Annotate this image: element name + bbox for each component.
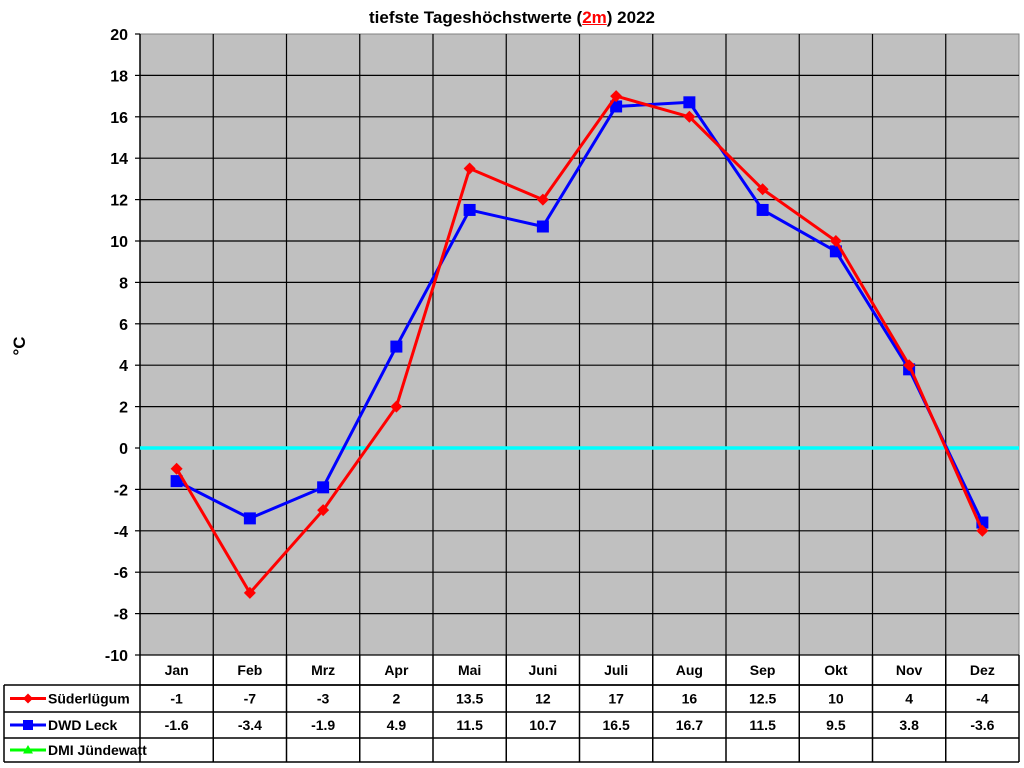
diamond-marker <box>683 110 696 123</box>
y-tick-label: -4 <box>114 524 128 541</box>
series-line <box>175 100 984 524</box>
table-cell-value: 4.9 <box>387 717 407 733</box>
title-prefix: tiefste Tageshöchstwerte ( <box>369 8 583 27</box>
table-cell-value: 13.5 <box>456 691 483 707</box>
x-category-label: Mrz <box>311 662 335 678</box>
gridlines <box>140 34 1019 656</box>
x-category-label: Juni <box>528 662 557 678</box>
table-cell-value: 4 <box>905 691 913 707</box>
y-tick-label: 12 <box>110 193 128 210</box>
diamond-marker <box>610 90 623 103</box>
y-tick-label: 16 <box>110 110 128 127</box>
table-cell-value: 10 <box>828 691 844 707</box>
y-tick-label: 8 <box>119 275 128 292</box>
x-category-label: Okt <box>824 662 848 678</box>
table-cell-value: -3.4 <box>238 717 262 733</box>
table-cell-value: 17 <box>608 691 624 707</box>
table-cell-value: 9.5 <box>826 717 846 733</box>
y-tick-label: 0 <box>119 441 128 458</box>
table-cell-value: 16.5 <box>603 717 630 733</box>
table-cell-value: 12 <box>535 691 551 707</box>
y-tick-label: 10 <box>110 234 128 251</box>
title-suffix: ) 2022 <box>606 8 655 27</box>
y-tick-label: -2 <box>114 482 128 499</box>
legend-label: DWD Leck <box>48 717 117 733</box>
table-cell-value: 10.7 <box>529 717 556 733</box>
diamond-marker <box>829 235 842 247</box>
table-cell-value: -3 <box>317 691 330 707</box>
x-category-label: Mai <box>458 662 481 678</box>
y-tick-label: 18 <box>110 68 128 85</box>
x-category-label: Jan <box>165 662 189 678</box>
square-marker <box>243 512 256 525</box>
square-marker <box>610 100 623 113</box>
diamond-marker <box>756 183 769 196</box>
series-line <box>175 94 984 596</box>
table-cell-value: 16 <box>682 691 698 707</box>
series-s-derl-gum <box>170 90 989 599</box>
diamond-marker <box>317 504 330 517</box>
diamond-marker <box>23 693 33 704</box>
square-marker <box>756 203 769 216</box>
title-highlight: 2m <box>582 8 607 27</box>
diamond-marker <box>536 193 549 206</box>
diamond-marker <box>903 359 916 372</box>
x-category-label: Apr <box>384 662 409 678</box>
x-category-label: Nov <box>896 662 923 678</box>
table-cell-value: -7 <box>244 691 257 707</box>
square-marker <box>536 220 549 233</box>
y-tick-label: 4 <box>119 358 128 375</box>
table-cell-value: -1 <box>170 691 183 707</box>
x-category-label: Feb <box>237 662 262 678</box>
table-cell-value: 16.7 <box>676 717 703 733</box>
square-marker <box>683 96 696 109</box>
x-category-label: Sep <box>750 662 776 678</box>
y-tick-label: 2 <box>119 400 128 417</box>
x-category-label: Juli <box>604 662 628 678</box>
diamond-marker <box>463 162 476 175</box>
y-tick-label: 6 <box>119 317 128 334</box>
data-table: Jan Feb Mrz Apr Mai Juni Juli Aug Sep Okt Nov Dez Sü… <box>3 655 1020 763</box>
table-cell-value: 12.5 <box>749 691 776 707</box>
diamond-marker <box>170 462 183 475</box>
y-tick-label: 20 <box>110 27 128 44</box>
y-tick-label: -10 <box>105 648 128 665</box>
table-cell-value: 11.5 <box>749 717 776 733</box>
x-category-label: Aug <box>676 662 703 678</box>
x-category-label: Dez <box>970 662 995 678</box>
diamond-marker <box>390 400 403 413</box>
table-cell-value: -3.6 <box>970 717 994 733</box>
y-tick-label: -6 <box>114 565 128 582</box>
table-cell-value: -1.9 <box>311 717 335 733</box>
table-cell-value: -4 <box>976 691 989 707</box>
y-tick-label: 14 <box>110 151 128 168</box>
y-tick-label: -8 <box>114 607 128 624</box>
square-marker <box>463 203 476 216</box>
square-marker <box>390 340 403 353</box>
square-marker <box>23 720 33 730</box>
square-marker <box>317 481 330 494</box>
table-cell-value: 11.5 <box>456 717 483 733</box>
table-cell-value: 3.8 <box>899 717 919 733</box>
table-cell-value: -1.6 <box>165 717 189 733</box>
chart-title: tiefste Tageshöchstwerte (2m) 2022 <box>0 8 1024 28</box>
diamond-marker <box>243 586 256 599</box>
legend-label: Süderlügum <box>48 691 130 707</box>
series-lines <box>170 90 989 599</box>
triangle-marker <box>23 745 33 754</box>
table-cell-value: 2 <box>392 691 400 707</box>
legend-label: DMI Jündewatt <box>48 742 147 758</box>
diamond-marker <box>976 524 989 537</box>
square-marker <box>170 475 183 488</box>
